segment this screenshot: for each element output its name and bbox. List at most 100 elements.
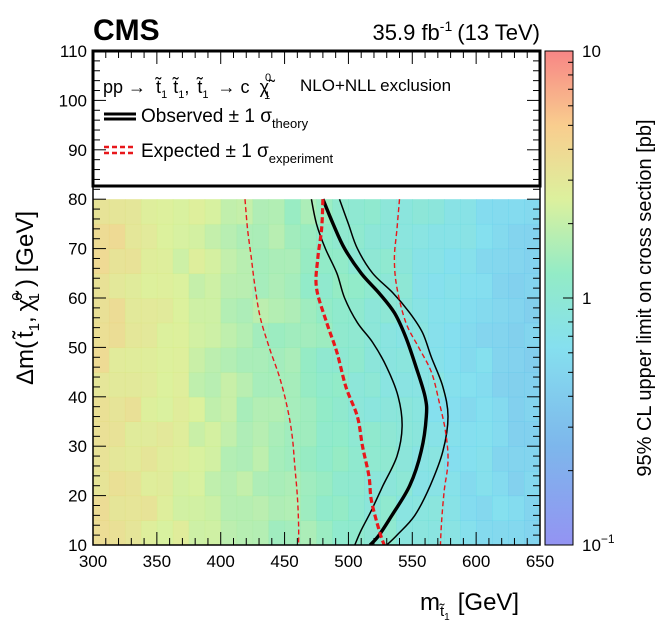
heatmap-cell	[93, 248, 110, 274]
heatmap-cell	[220, 495, 238, 521]
heatmap-cell	[140, 199, 158, 225]
heatmap-cell	[124, 248, 142, 274]
heatmap-cell	[236, 396, 254, 422]
legend-process-decay: → c	[218, 77, 250, 97]
heatmap-cell	[332, 446, 349, 472]
heatmap-cell	[332, 470, 349, 497]
heatmap-cell	[444, 520, 461, 545]
heatmap-cell	[380, 396, 397, 422]
heatmap-cell	[236, 248, 254, 274]
heatmap-cell	[476, 470, 493, 497]
heatmap-cell	[316, 372, 333, 398]
heatmap-cell	[156, 372, 174, 398]
heatmap-cell	[508, 347, 525, 373]
heatmap-cell	[476, 347, 493, 373]
heatmap-cell	[524, 396, 540, 422]
heatmap-cell	[140, 396, 158, 422]
heatmap-cell	[252, 223, 270, 250]
heatmap-cell	[124, 421, 142, 447]
heatmap-cell	[492, 347, 509, 373]
heatmap-cell	[188, 446, 206, 472]
legend: pp → t̃1 t̃1, t̃1 → c χ̃0 1 NLO+NLL exclu…	[91, 49, 542, 188]
heatmap-cell	[108, 495, 126, 521]
heatmap-cell	[428, 273, 445, 299]
heatmap-cell	[492, 396, 509, 422]
heatmap-cell	[268, 223, 286, 250]
heatmap-cell	[300, 421, 317, 447]
heatmap-cell	[140, 372, 158, 398]
heatmap-cell	[524, 470, 540, 497]
heatmap-cell	[428, 347, 445, 373]
heatmap-cell	[124, 273, 142, 299]
heatmap-cell	[348, 347, 365, 373]
heatmap-cell	[380, 372, 397, 398]
legend-expected-sub: experiment	[269, 151, 334, 166]
heatmap-cell	[332, 248, 349, 274]
heatmap-cell	[508, 520, 525, 545]
heatmap-cell	[300, 470, 317, 497]
heatmap-cell	[460, 396, 477, 422]
heatmap-cell	[492, 520, 509, 545]
heatmap-cell	[396, 421, 413, 447]
heatmap-cell	[476, 446, 493, 472]
heatmap-cell	[316, 495, 333, 521]
heatmap-cell	[156, 520, 174, 545]
heatmap-cell	[508, 199, 525, 225]
heatmap-cell	[428, 223, 445, 250]
heatmap-cell	[492, 421, 509, 447]
heatmap-cell	[476, 372, 493, 398]
heatmap-cell	[364, 248, 381, 274]
heatmap-cell	[93, 223, 110, 250]
legend-process-neutralino-sup: 0	[265, 72, 271, 84]
heatmap-cell	[108, 396, 126, 422]
heatmap-cell	[300, 446, 317, 472]
heatmap-cell	[332, 495, 349, 521]
heatmap-cell	[188, 322, 206, 348]
heatmap-cell	[460, 470, 477, 497]
heatmap-cell	[428, 298, 445, 324]
heatmap-cell	[300, 495, 317, 521]
heatmap-cell	[348, 273, 365, 299]
heatmap-cell	[428, 421, 445, 447]
heatmap-cell	[124, 470, 142, 497]
heatmap-cell	[524, 421, 540, 447]
heatmap-cell	[156, 248, 174, 274]
heatmap-cell	[444, 322, 461, 348]
heatmap-cell	[444, 298, 461, 324]
colorbar-tick-label: 10−1	[582, 532, 615, 555]
heatmap-cell	[300, 520, 317, 545]
heatmap-cell	[156, 322, 174, 348]
heatmap-cell	[140, 223, 158, 250]
heatmap-cell	[476, 273, 493, 299]
heatmap-cell	[508, 372, 525, 398]
heatmap-cell	[156, 199, 174, 225]
legend-observed-sub: theory	[272, 116, 309, 131]
heatmap-cell	[428, 470, 445, 497]
heatmap-cell	[460, 495, 477, 521]
heatmap-cell	[396, 223, 413, 250]
heatmap-cell	[284, 322, 302, 348]
heatmap-cell	[492, 322, 509, 348]
heatmap-cell	[188, 470, 206, 497]
heatmap-cell	[268, 273, 286, 299]
heatmap-cell	[428, 322, 445, 348]
heatmap-cell	[220, 298, 238, 324]
heatmap-cell	[396, 372, 413, 398]
heatmap-cell	[236, 298, 254, 324]
heatmap-cell	[316, 298, 333, 324]
heatmap-cell	[156, 446, 174, 472]
heatmap-cell	[156, 495, 174, 521]
heatmap-cell	[252, 298, 270, 324]
heatmap-cell	[140, 470, 158, 497]
heatmap-cell	[204, 199, 222, 225]
heatmap-cell	[508, 223, 525, 250]
y-axis-title-prefix: Δm(	[12, 341, 39, 385]
legend-process-stop-1-sub: 1	[161, 89, 167, 101]
heatmap-cell	[364, 298, 381, 324]
legend-process-pp: pp →	[103, 77, 146, 97]
heatmap-cell	[108, 322, 126, 348]
heatmap-cell	[476, 298, 493, 324]
heatmap-cell	[124, 520, 142, 545]
heatmap-cell	[268, 372, 286, 398]
heatmap-cell	[188, 298, 206, 324]
